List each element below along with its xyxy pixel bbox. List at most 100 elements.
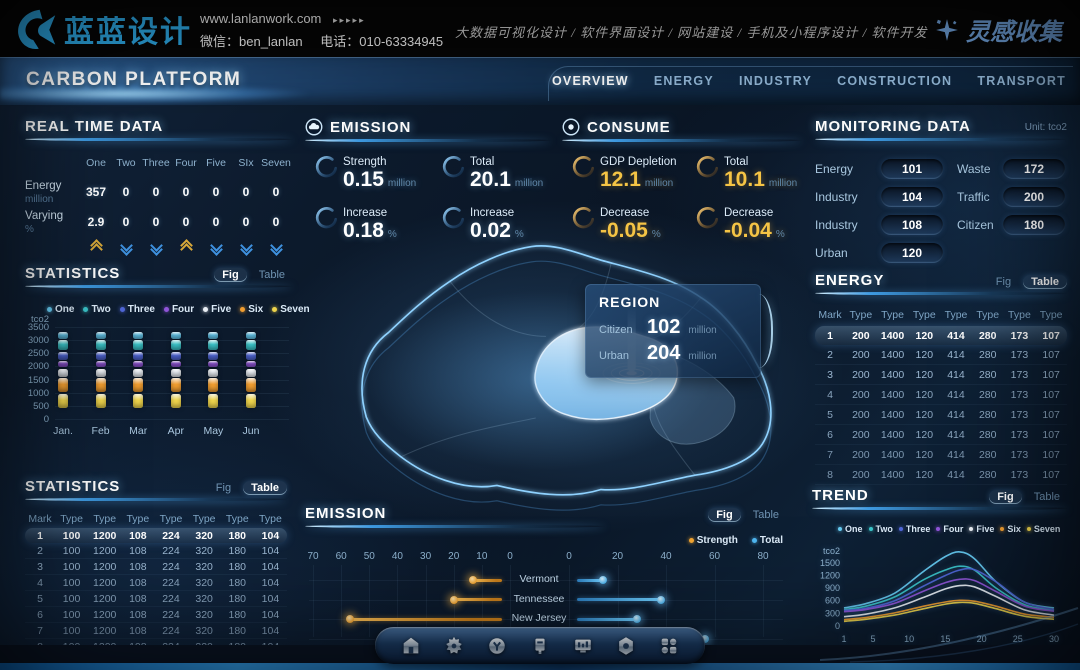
bar-segment-four[interactable] — [170, 360, 181, 368]
tab-construction[interactable]: CONSTRUCTION — [837, 74, 953, 88]
website-link[interactable]: www.lanlanwork.com — [200, 11, 322, 26]
bar-segment-seven[interactable] — [133, 393, 144, 408]
bar-segment-three[interactable] — [58, 351, 68, 360]
media-icon[interactable] — [485, 634, 509, 658]
apps-icon[interactable] — [657, 634, 681, 658]
tab-energy[interactable]: ENERGY — [653, 74, 714, 88]
realtime-col-header: Three — [142, 157, 170, 169]
bar-segment-five[interactable] — [170, 369, 181, 377]
table-toggle[interactable]: Table — [752, 509, 779, 521]
bar-segment-six[interactable] — [208, 377, 219, 393]
bar-segment-six[interactable] — [95, 377, 106, 393]
region-tooltip[interactable]: REGION Citizen 102 million Urban 204 million — [585, 284, 761, 378]
nut-icon[interactable] — [614, 634, 638, 658]
table-row[interactable]: 5 100 1200 108 224 320 180 104 — [25, 591, 287, 607]
table-row[interactable]: 7 100 1200 108 224 320 180 104 — [25, 623, 287, 639]
bar-segment-three[interactable] — [208, 351, 219, 360]
table-row[interactable]: 4 100 1200 108 224 320 180 104 — [25, 575, 287, 591]
table-cell: 100 — [62, 592, 81, 605]
bar-segment-three[interactable] — [246, 351, 256, 360]
bar-segment-one[interactable] — [58, 331, 68, 339]
bar-segment-seven[interactable] — [170, 393, 181, 408]
total-bar[interactable] — [577, 578, 603, 582]
bar-segment-seven[interactable] — [58, 393, 68, 408]
table-row[interactable]: 6 100 1200 108 224 320 180 104 — [25, 607, 287, 623]
bar-segment-two[interactable] — [170, 339, 181, 351]
bar-segment-five[interactable] — [246, 369, 256, 377]
table-row[interactable]: 2 200 1400 120 414 280 173 107 — [815, 345, 1067, 365]
strength-bar[interactable] — [349, 617, 502, 621]
table-row[interactable]: 8 200 1400 120 414 280 173 107 — [815, 465, 1067, 485]
table-cell: 280 — [978, 408, 997, 421]
bar-segment-three[interactable] — [95, 351, 106, 360]
fig-toggle[interactable]: Fig — [995, 276, 1012, 288]
bar-segment-three[interactable] — [133, 351, 144, 360]
bar-segment-one[interactable] — [133, 331, 144, 339]
table-toggle[interactable]: Table — [1033, 491, 1060, 503]
fig-toggle[interactable]: Fig — [989, 490, 1022, 504]
bar-segment-five[interactable] — [58, 369, 68, 377]
fig-toggle[interactable]: Fig — [215, 482, 232, 494]
bar-segment-four[interactable] — [208, 360, 219, 368]
bar-segment-five[interactable] — [95, 369, 106, 377]
bar-segment-two[interactable] — [58, 339, 68, 351]
monitor-icon[interactable] — [571, 634, 595, 658]
brand-right[interactable]: 灵感收集 — [934, 12, 1062, 47]
table-row[interactable]: 6 200 1400 120 414 280 173 107 — [815, 425, 1067, 445]
gear-icon[interactable] — [442, 634, 466, 658]
fig-toggle[interactable]: Fig — [214, 268, 247, 282]
table-cell: 224 — [162, 560, 180, 573]
bar-segment-three[interactable] — [170, 351, 181, 360]
company-logo[interactable]: 蓝蓝设计 — [14, 7, 192, 51]
table-toggle[interactable]: Table — [1023, 275, 1067, 289]
table-row[interactable]: 5 200 1400 120 414 280 173 107 — [815, 405, 1067, 425]
bar-segment-one[interactable] — [208, 331, 219, 339]
monitor-label: Industry — [815, 190, 858, 204]
bar-segment-two[interactable] — [208, 339, 219, 351]
trend-line-one — [843, 551, 1055, 609]
table-row[interactable]: 4 200 1400 120 414 280 173 107 — [815, 385, 1067, 405]
tab-transport[interactable]: TRANSPORT — [977, 74, 1066, 88]
strength-bar[interactable] — [453, 598, 502, 601]
table-row[interactable]: 1 100 1200 108 224 320 180 104 — [25, 528, 287, 543]
total-bar[interactable] — [577, 617, 637, 621]
total-bar[interactable] — [577, 598, 662, 601]
table-row[interactable]: 1 200 1400 120 414 280 173 107 — [815, 326, 1067, 345]
table-row[interactable]: 7 200 1400 120 414 280 173 107 — [815, 445, 1067, 465]
bar-segment-four[interactable] — [95, 360, 106, 368]
emchart-plot[interactable]: 70 60 50 40 30 20 10 0 0 20 40 60 80 Vermont Tennessee… — [305, 549, 787, 644]
bar-segment-two[interactable] — [246, 339, 256, 351]
bar-segment-six[interactable] — [58, 377, 68, 393]
bar-segment-four[interactable] — [58, 360, 68, 368]
table-cell: 108 — [129, 576, 147, 589]
table-cell: 1 — [37, 529, 43, 542]
bar-segment-one[interactable] — [170, 331, 181, 339]
tab-industry[interactable]: INDUSTRY — [739, 74, 813, 88]
bar-segment-seven[interactable] — [208, 393, 219, 408]
table-row[interactable]: 2 100 1200 108 224 320 180 104 — [25, 543, 287, 559]
table-toggle[interactable]: Table — [243, 481, 287, 495]
tab-overview[interactable]: OVERVIEW — [552, 74, 629, 88]
bar-segment-five[interactable] — [133, 369, 144, 377]
table-toggle[interactable]: Table — [258, 269, 285, 281]
bar-segment-four[interactable] — [246, 360, 256, 368]
kiosk-icon[interactable] — [528, 634, 552, 658]
bar-segment-six[interactable] — [246, 377, 256, 393]
bar-segment-four[interactable] — [133, 360, 144, 368]
bar-segment-six[interactable] — [133, 377, 144, 393]
home-icon[interactable] — [399, 634, 423, 658]
bar-segment-seven[interactable] — [95, 393, 106, 408]
table-row[interactable]: 3 200 1400 120 414 280 173 107 — [815, 365, 1067, 385]
bar-segment-seven[interactable] — [246, 393, 256, 408]
bar-segment-two[interactable] — [133, 339, 144, 351]
fig-toggle[interactable]: Fig — [708, 508, 741, 522]
table-row[interactable]: 3 100 1200 108 224 320 180 104 — [25, 559, 287, 575]
strength-bar[interactable] — [473, 578, 502, 582]
bar-segment-one[interactable] — [246, 331, 256, 339]
bar-segment-five[interactable] — [208, 369, 219, 377]
contact-block: www.lanlanwork.com ▸▸▸▸▸ 微信：ben_lanlan 电… — [200, 8, 443, 52]
bar-segment-one[interactable] — [95, 331, 106, 339]
bar-segment-two[interactable] — [95, 339, 106, 351]
bar-segment-six[interactable] — [170, 377, 181, 393]
